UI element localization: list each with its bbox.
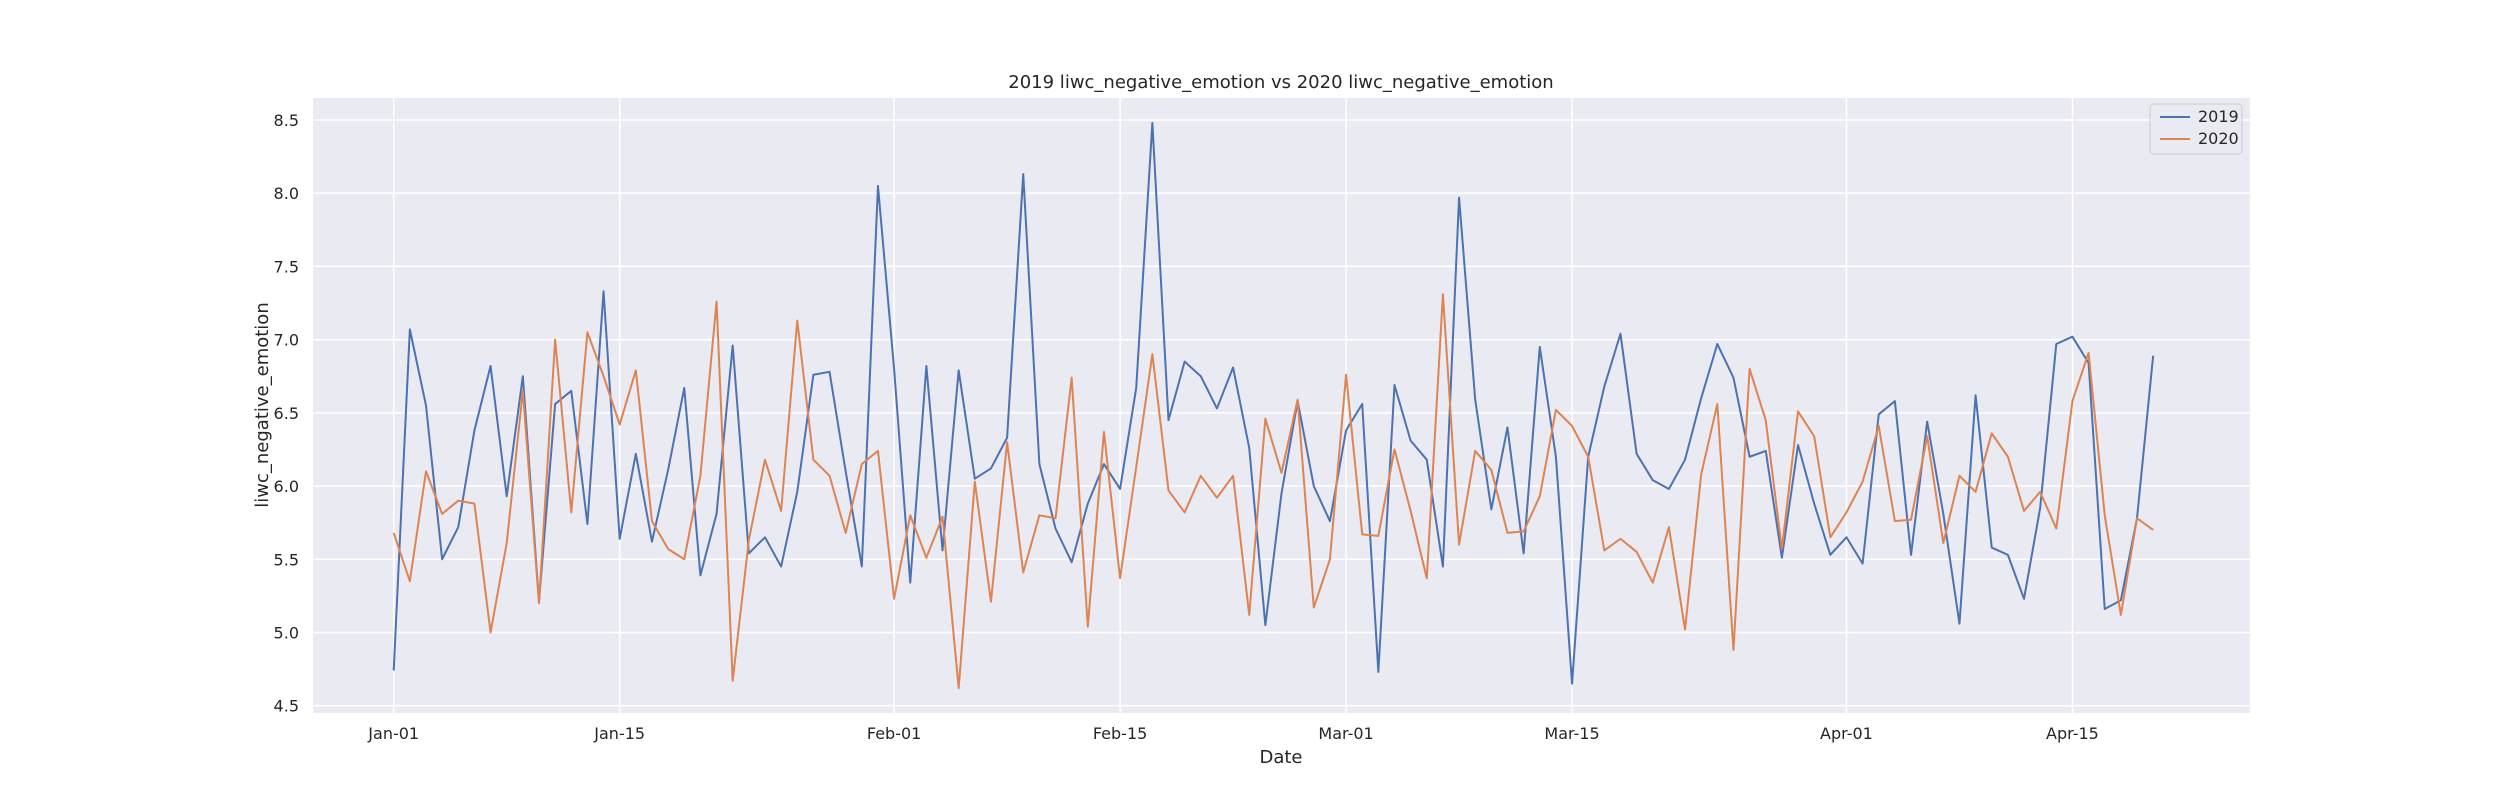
plot-background: [313, 98, 2250, 713]
legend: 2019 2020: [2149, 103, 2243, 155]
y-tick-label: 8.5: [274, 111, 299, 130]
x-axis-label: Date: [1259, 747, 1302, 768]
x-tick-label: Feb-01: [867, 724, 921, 743]
y-tick-label: 6.0: [274, 477, 299, 496]
grid-lines: [313, 98, 2250, 713]
x-tick-label: Jan-01: [367, 724, 419, 743]
x-tick-label: Apr-01: [1820, 724, 1873, 743]
y-tick-labels: 4.5 5.0 5.5 6.0 6.5 7.0 7.5 8.0 8.5: [274, 111, 299, 716]
y-tick-label: 7.0: [274, 331, 299, 350]
legend-label-2020: 2020: [2198, 129, 2239, 148]
y-tick-label: 6.5: [274, 404, 299, 423]
y-tick-label: 5.0: [274, 623, 299, 642]
series-line-2020: [392, 293, 2154, 690]
x-tick-label: Mar-01: [1318, 724, 1373, 743]
x-tick-label: Feb-15: [1093, 724, 1147, 743]
series-line-2019: [392, 121, 2155, 685]
y-axis-label: liwc_negative_emotion: [252, 302, 273, 507]
y-tick-label: 4.5: [274, 697, 299, 716]
y-tick-label: 8.0: [274, 184, 299, 203]
y-tick-label: 5.5: [274, 550, 299, 569]
x-tick-label: Mar-15: [1544, 724, 1599, 743]
y-tick-label: 7.5: [274, 257, 299, 276]
x-tick-label: Jan-15: [593, 724, 645, 743]
x-tick-labels: Jan-01 Jan-15 Feb-01 Feb-15 Mar-01 Mar-15 Apr-…: [367, 724, 2099, 743]
series-layer: [392, 121, 2155, 690]
legend-label-2019: 2019: [2198, 107, 2239, 126]
x-tick-label: Apr-15: [2046, 724, 2099, 743]
chart-title: 2019 liwc_negative_emotion vs 2020 liwc_…: [1008, 72, 1553, 93]
